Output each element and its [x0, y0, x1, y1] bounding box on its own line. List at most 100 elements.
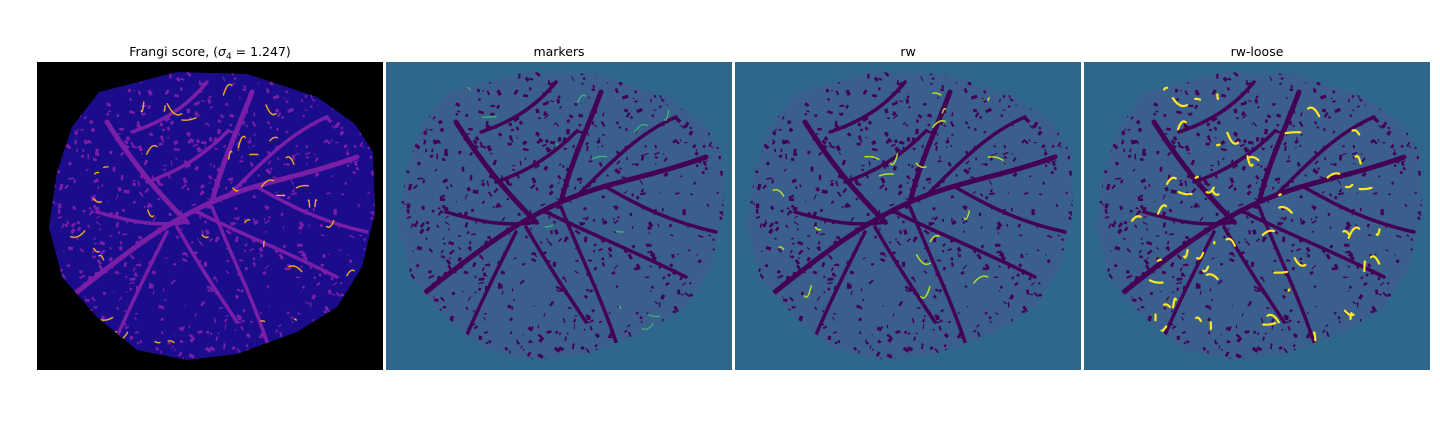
speckle: [305, 156, 309, 159]
speckle: [1202, 346, 1207, 351]
speckle: [974, 112, 980, 118]
highlight-segment: [1266, 313, 1280, 324]
speckle: [281, 116, 284, 119]
speckle: [219, 114, 225, 119]
speckle: [566, 128, 570, 135]
speckle: [781, 139, 785, 142]
speckle: [537, 333, 543, 339]
speckle: [124, 310, 126, 313]
speckle: [492, 205, 495, 209]
highlight-segment: [228, 150, 233, 160]
speckle: [324, 305, 330, 312]
speckle: [1109, 250, 1112, 253]
speckle: [1210, 164, 1214, 167]
speckle: [998, 265, 1001, 268]
speckle: [443, 152, 449, 157]
highlight-segment: [641, 322, 654, 331]
speckle: [57, 203, 62, 209]
highlight-segment: [260, 179, 275, 188]
speckle: [1311, 264, 1317, 270]
speckle: [340, 126, 344, 130]
speckle: [1166, 247, 1170, 252]
speckle: [474, 136, 480, 142]
speckle: [841, 112, 844, 116]
speckle: [934, 288, 939, 292]
speckle: [1329, 193, 1332, 197]
speckle: [548, 148, 552, 152]
speckle: [936, 259, 942, 262]
speckle: [757, 268, 762, 273]
speckle: [200, 140, 207, 145]
speckle: [915, 119, 919, 123]
speckle: [239, 160, 244, 163]
speckle: [481, 267, 485, 272]
speckle: [240, 155, 244, 160]
speckle: [1273, 128, 1280, 134]
speckle: [237, 317, 242, 321]
speckle: [1345, 221, 1352, 228]
speckle: [1042, 181, 1046, 186]
speckle: [274, 329, 279, 333]
speckle: [1172, 291, 1175, 294]
speckle: [1236, 336, 1243, 343]
speckle: [98, 240, 102, 245]
vessel: [464, 230, 518, 339]
speckle: [631, 193, 634, 197]
speckle: [332, 108, 334, 111]
speckle: [431, 209, 435, 213]
speckle: [602, 219, 608, 226]
speckle: [1139, 255, 1144, 259]
speckle: [558, 105, 562, 109]
speckle: [226, 259, 230, 263]
vessel: [843, 130, 927, 184]
highlight-segment: [100, 316, 114, 321]
speckle: [508, 122, 513, 127]
speckle: [114, 211, 119, 217]
speckle: [853, 346, 858, 351]
speckle: [184, 252, 188, 256]
speckle: [1155, 256, 1160, 263]
title-subscript: 4: [225, 52, 232, 62]
speckle: [91, 296, 96, 302]
speckle: [839, 104, 845, 108]
speckle: [821, 261, 826, 268]
speckle: [115, 194, 119, 200]
speckle: [282, 163, 289, 166]
speckle: [353, 160, 358, 167]
speckle: [204, 123, 206, 126]
speckle: [868, 279, 874, 285]
speckle: [1033, 291, 1039, 298]
speckle: [479, 141, 483, 146]
speckle: [1165, 296, 1170, 301]
speckle: [510, 128, 514, 132]
speckle: [567, 307, 572, 309]
speckle: [904, 285, 910, 290]
speckle: [882, 252, 886, 256]
speckle: [1304, 174, 1307, 177]
speckle: [705, 159, 708, 162]
speckle: [1206, 134, 1211, 139]
speckle: [924, 128, 931, 134]
speckle: [1378, 124, 1383, 129]
speckle: [1290, 249, 1294, 253]
speckle: [1417, 211, 1422, 215]
highlight-segment: [915, 254, 931, 266]
speckle: [615, 121, 620, 125]
speckle: [707, 132, 711, 136]
speckle: [937, 96, 939, 100]
speckle: [774, 128, 778, 132]
speckle: [921, 343, 924, 350]
speckle: [1227, 87, 1230, 91]
speckle: [878, 87, 881, 91]
speckle: [251, 120, 257, 128]
speckle: [932, 328, 935, 331]
speckle: [625, 127, 628, 132]
speckle: [1403, 159, 1406, 162]
speckle: [287, 107, 294, 114]
speckle: [79, 270, 83, 274]
speckle: [542, 101, 549, 106]
speckle: [1288, 319, 1292, 323]
speckle: [922, 318, 926, 323]
speckle: [1247, 140, 1254, 145]
speckle: [814, 114, 818, 117]
